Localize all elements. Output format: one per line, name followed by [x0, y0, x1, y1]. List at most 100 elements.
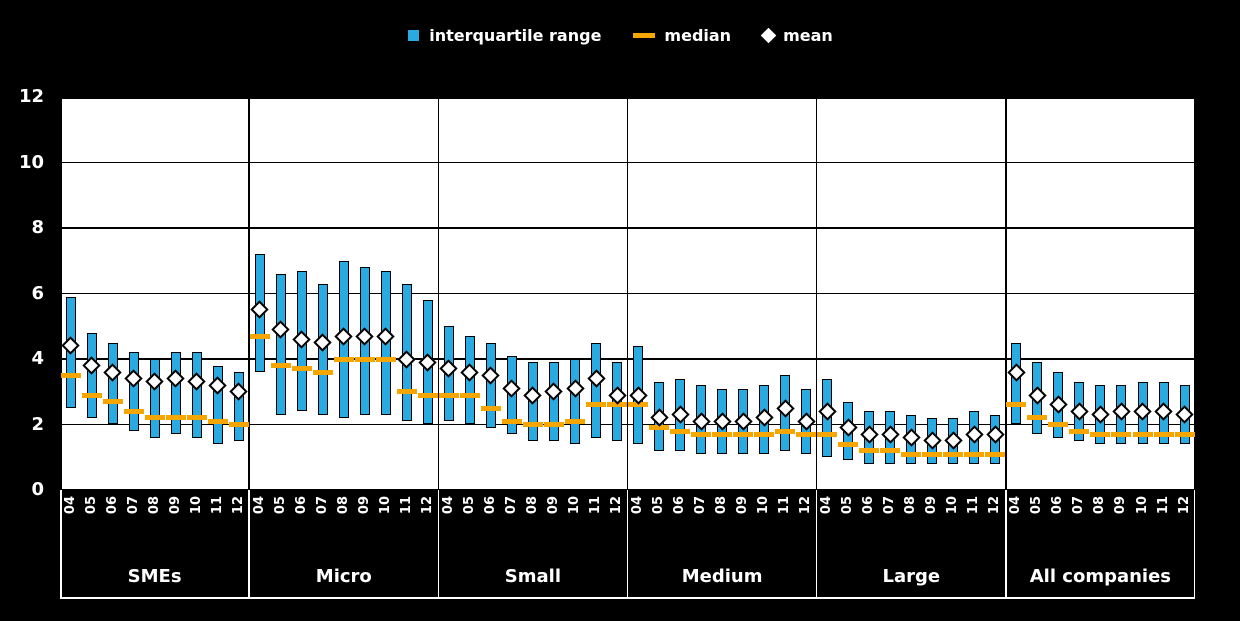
- x-tick-label: 06: [104, 496, 120, 515]
- mean-marker: [355, 326, 374, 346]
- iqr-bar: [548, 362, 559, 441]
- x-tick-label: 09: [167, 496, 183, 515]
- y-tick-label: 10: [18, 151, 44, 173]
- category-separator: [1193, 490, 1195, 598]
- mean-marker: [944, 431, 963, 451]
- median-mark: [985, 451, 1006, 457]
- mean-marker: [229, 382, 248, 401]
- median-mark: [1006, 402, 1027, 408]
- mean-marker: [1112, 402, 1131, 421]
- mean-marker: [439, 359, 458, 378]
- mean-marker: [334, 326, 353, 346]
- legend-label: median: [664, 26, 732, 45]
- median-mark: [859, 448, 880, 454]
- x-tick-label: 08: [335, 496, 351, 515]
- x-tick-label: 04: [819, 496, 835, 515]
- x-tick-label: 05: [840, 496, 856, 515]
- group-separator: [1193, 97, 1195, 490]
- x-tick-label: 10: [377, 496, 393, 515]
- median-mark: [922, 451, 943, 457]
- iqr-bar: [212, 365, 223, 445]
- median-mark: [1111, 431, 1132, 437]
- median-mark: [186, 415, 207, 421]
- median-mark: [775, 428, 796, 434]
- iqr-bar: [485, 342, 496, 428]
- mean-marker: [796, 411, 816, 431]
- mean-marker: [145, 372, 164, 392]
- x-tick-label: 07: [693, 496, 709, 515]
- median-mark: [796, 431, 817, 437]
- x-tick-label: 12: [987, 496, 1003, 515]
- median-mark: [628, 402, 648, 408]
- mean-marker: [124, 369, 143, 388]
- mean-marker: [418, 353, 437, 372]
- median-mark: [102, 399, 123, 405]
- mean-marker: [775, 398, 795, 418]
- mean-marker: [986, 425, 1005, 444]
- mean-marker: [712, 411, 732, 431]
- median-mark: [60, 372, 81, 378]
- iqr-bar: [570, 359, 580, 445]
- x-tick-label: 07: [1071, 496, 1087, 515]
- x-tick-label: 05: [1029, 496, 1045, 515]
- mean-marker: [502, 379, 522, 398]
- median-mark: [880, 448, 901, 454]
- x-tick-label: 10: [567, 496, 582, 515]
- mean-marker: [313, 333, 332, 352]
- x-tick-label: 04: [1008, 496, 1024, 515]
- iqr-bar: [86, 332, 97, 418]
- x-tick-label: 08: [146, 496, 162, 515]
- median-mark: [901, 451, 922, 457]
- category-separator: [815, 490, 818, 598]
- median-mark: [249, 333, 270, 339]
- median-mark: [1174, 431, 1195, 437]
- group-separator: [248, 97, 250, 490]
- x-tick-label: 07: [503, 496, 519, 515]
- median-mark: [1132, 431, 1153, 437]
- group-separator: [626, 97, 629, 490]
- median-mark: [1048, 422, 1069, 427]
- median-mark: [691, 431, 712, 437]
- mean-marker: [166, 369, 185, 388]
- legend-label: interquartile range: [429, 26, 602, 45]
- mean-marker: [208, 375, 227, 395]
- median-mark: [1069, 428, 1090, 434]
- y-tick-label: 12: [18, 86, 44, 107]
- x-tick-label: 08: [903, 496, 919, 515]
- iqr-bar: [591, 342, 601, 438]
- median-mark: [1027, 415, 1048, 421]
- mean-marker: [1028, 385, 1047, 405]
- iqr-bar: [275, 273, 286, 415]
- mean-marker: [733, 411, 753, 431]
- x-tick-label: 09: [1113, 496, 1129, 515]
- median-mark: [964, 451, 985, 457]
- mean-marker: [271, 320, 290, 339]
- legend-label: mean: [783, 26, 833, 45]
- x-tick-label: 04: [630, 496, 645, 515]
- median-mark: [733, 431, 754, 437]
- median-mark: [586, 402, 606, 408]
- mean-marker: [1049, 395, 1068, 415]
- median-mark: [649, 425, 669, 431]
- plot-area: [60, 97, 1195, 490]
- median-mark: [838, 441, 859, 447]
- median-mark: [123, 408, 144, 414]
- mean-diamond-icon: [760, 27, 777, 44]
- mean-marker: [565, 379, 585, 398]
- median-mark: [291, 366, 312, 372]
- median-mark: [670, 428, 690, 434]
- mean-marker: [817, 402, 837, 421]
- x-tick-label: 09: [545, 496, 561, 515]
- mean-marker: [1175, 405, 1194, 424]
- x-tick-label: 08: [1092, 496, 1108, 515]
- mean-marker: [397, 349, 416, 369]
- iqr-bar: [170, 352, 181, 435]
- median-mark: [607, 402, 627, 408]
- x-tick-label: 05: [461, 496, 477, 515]
- mean-marker: [670, 405, 690, 424]
- mean-marker: [481, 366, 501, 385]
- x-tick-label: 11: [588, 496, 603, 515]
- mean-marker: [965, 425, 984, 444]
- x-tick-label: 10: [188, 496, 204, 515]
